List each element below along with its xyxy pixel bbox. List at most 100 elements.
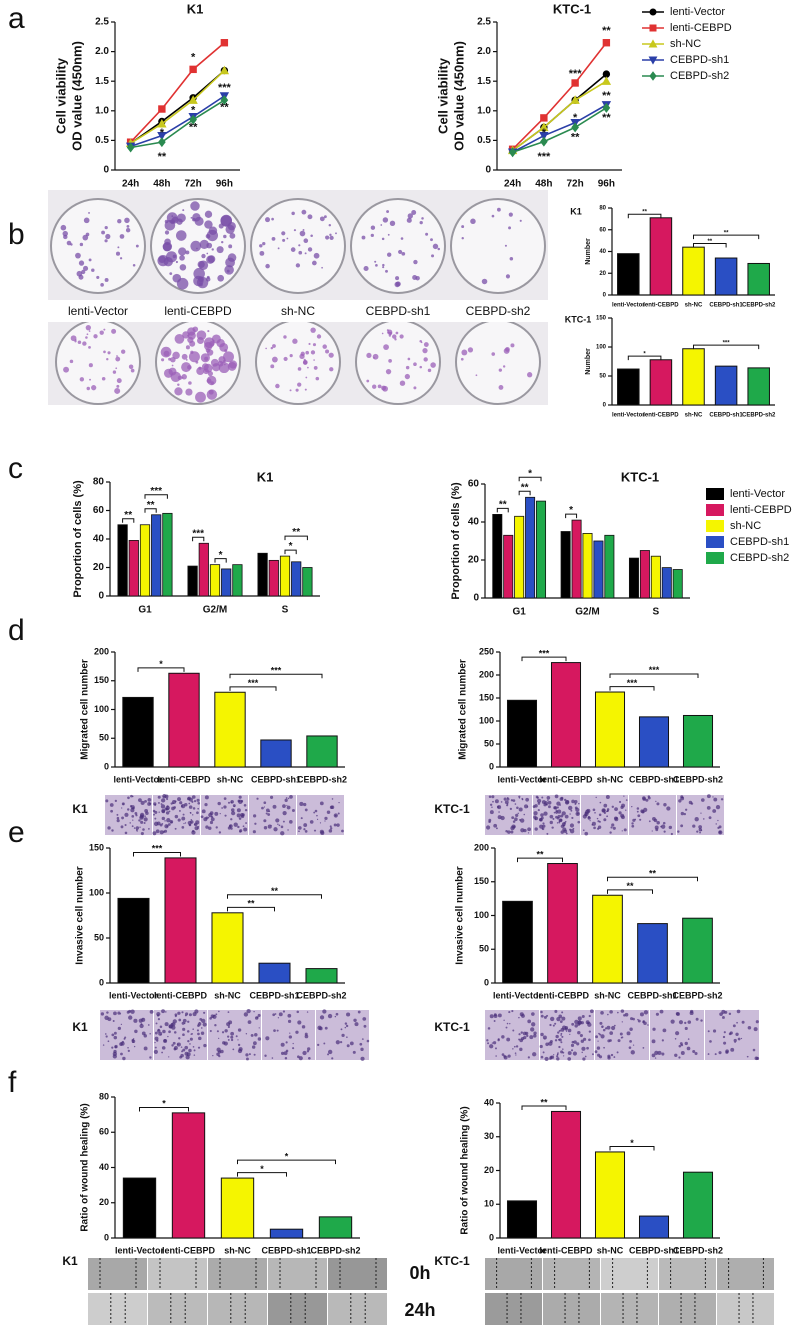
cell xyxy=(327,1013,333,1019)
cell xyxy=(512,1048,514,1050)
cell xyxy=(155,829,160,834)
cell xyxy=(331,1057,334,1060)
colony xyxy=(165,251,178,263)
cell xyxy=(246,1057,249,1061)
colony xyxy=(508,212,513,217)
cell xyxy=(597,1040,599,1042)
cell xyxy=(287,797,290,800)
x-tick-label: sh-NC xyxy=(597,1245,624,1255)
cell xyxy=(517,812,519,815)
colony xyxy=(228,360,238,369)
bar xyxy=(211,912,244,984)
cell xyxy=(246,1008,251,1014)
significance-label: * xyxy=(542,127,547,139)
cell xyxy=(554,1039,558,1042)
cell xyxy=(636,810,639,813)
cell xyxy=(581,1051,583,1054)
colony xyxy=(298,244,301,247)
significance-bracket xyxy=(609,1146,655,1151)
colony xyxy=(189,340,196,347)
colony xyxy=(196,247,198,250)
y-axis-label: OD value (450nm) xyxy=(69,41,84,151)
colony xyxy=(277,247,280,250)
cell xyxy=(491,1042,494,1044)
cell xyxy=(153,1049,158,1054)
cell xyxy=(503,1055,506,1058)
cell xyxy=(120,1052,123,1056)
colony xyxy=(93,334,98,339)
cell xyxy=(319,829,324,834)
point xyxy=(220,95,229,106)
cell xyxy=(154,1041,156,1044)
cell xyxy=(746,1055,749,1058)
cell xyxy=(510,830,514,834)
x-tick-label: sh-NC xyxy=(597,774,624,784)
point xyxy=(571,122,579,133)
point xyxy=(601,76,612,85)
significance-bracket xyxy=(518,476,542,482)
cell xyxy=(562,827,567,832)
cell xyxy=(715,823,717,825)
cell xyxy=(352,1050,356,1054)
cell xyxy=(548,805,551,809)
cell xyxy=(306,1050,310,1053)
colony xyxy=(304,388,307,391)
bar xyxy=(122,696,154,768)
cell xyxy=(549,1023,552,1027)
cell xyxy=(549,1057,552,1060)
cell xyxy=(193,1049,196,1052)
cell xyxy=(139,815,144,820)
cell xyxy=(527,827,532,832)
cell xyxy=(700,1019,703,1022)
cell xyxy=(553,806,557,810)
cell xyxy=(184,1051,189,1056)
colony xyxy=(265,217,271,223)
cell xyxy=(631,805,633,808)
cell xyxy=(183,1022,186,1025)
cell xyxy=(612,826,616,830)
colony xyxy=(79,242,84,247)
cell xyxy=(518,1033,521,1036)
cell xyxy=(630,1017,634,1021)
significance-label: *** xyxy=(271,665,282,675)
cell xyxy=(205,825,209,829)
cell xyxy=(298,826,302,830)
cell xyxy=(651,1053,656,1058)
x-tick-label: 24h xyxy=(122,179,139,190)
colony xyxy=(388,359,392,363)
cell xyxy=(345,1024,349,1028)
y-tick-label: 200 xyxy=(479,669,494,679)
point xyxy=(602,39,611,47)
cell xyxy=(495,1055,497,1057)
cell xyxy=(160,798,166,803)
cell xyxy=(154,1031,158,1035)
cell xyxy=(130,805,135,810)
x-tick-label: 48h xyxy=(153,179,170,190)
cell xyxy=(214,811,219,816)
cell xyxy=(651,1039,656,1044)
wound-image xyxy=(148,1293,207,1325)
cell xyxy=(156,821,161,826)
cell xyxy=(531,1022,536,1027)
cell xyxy=(495,827,498,830)
cell xyxy=(661,1039,664,1042)
cell xyxy=(702,818,705,820)
cell xyxy=(130,1009,135,1014)
cell xyxy=(238,1047,243,1052)
cell xyxy=(133,1018,138,1023)
cell xyxy=(289,1032,291,1034)
cell xyxy=(728,1012,732,1016)
cell xyxy=(574,800,578,804)
cell xyxy=(135,814,138,817)
cell xyxy=(614,807,618,812)
colony xyxy=(399,380,406,386)
bar xyxy=(117,897,150,984)
cell xyxy=(324,820,326,822)
cell xyxy=(116,813,119,816)
cell xyxy=(678,1056,681,1059)
colony xyxy=(415,275,420,281)
colony xyxy=(119,234,125,239)
cell xyxy=(514,817,518,822)
colony xyxy=(206,252,209,255)
wound-image xyxy=(659,1293,716,1325)
